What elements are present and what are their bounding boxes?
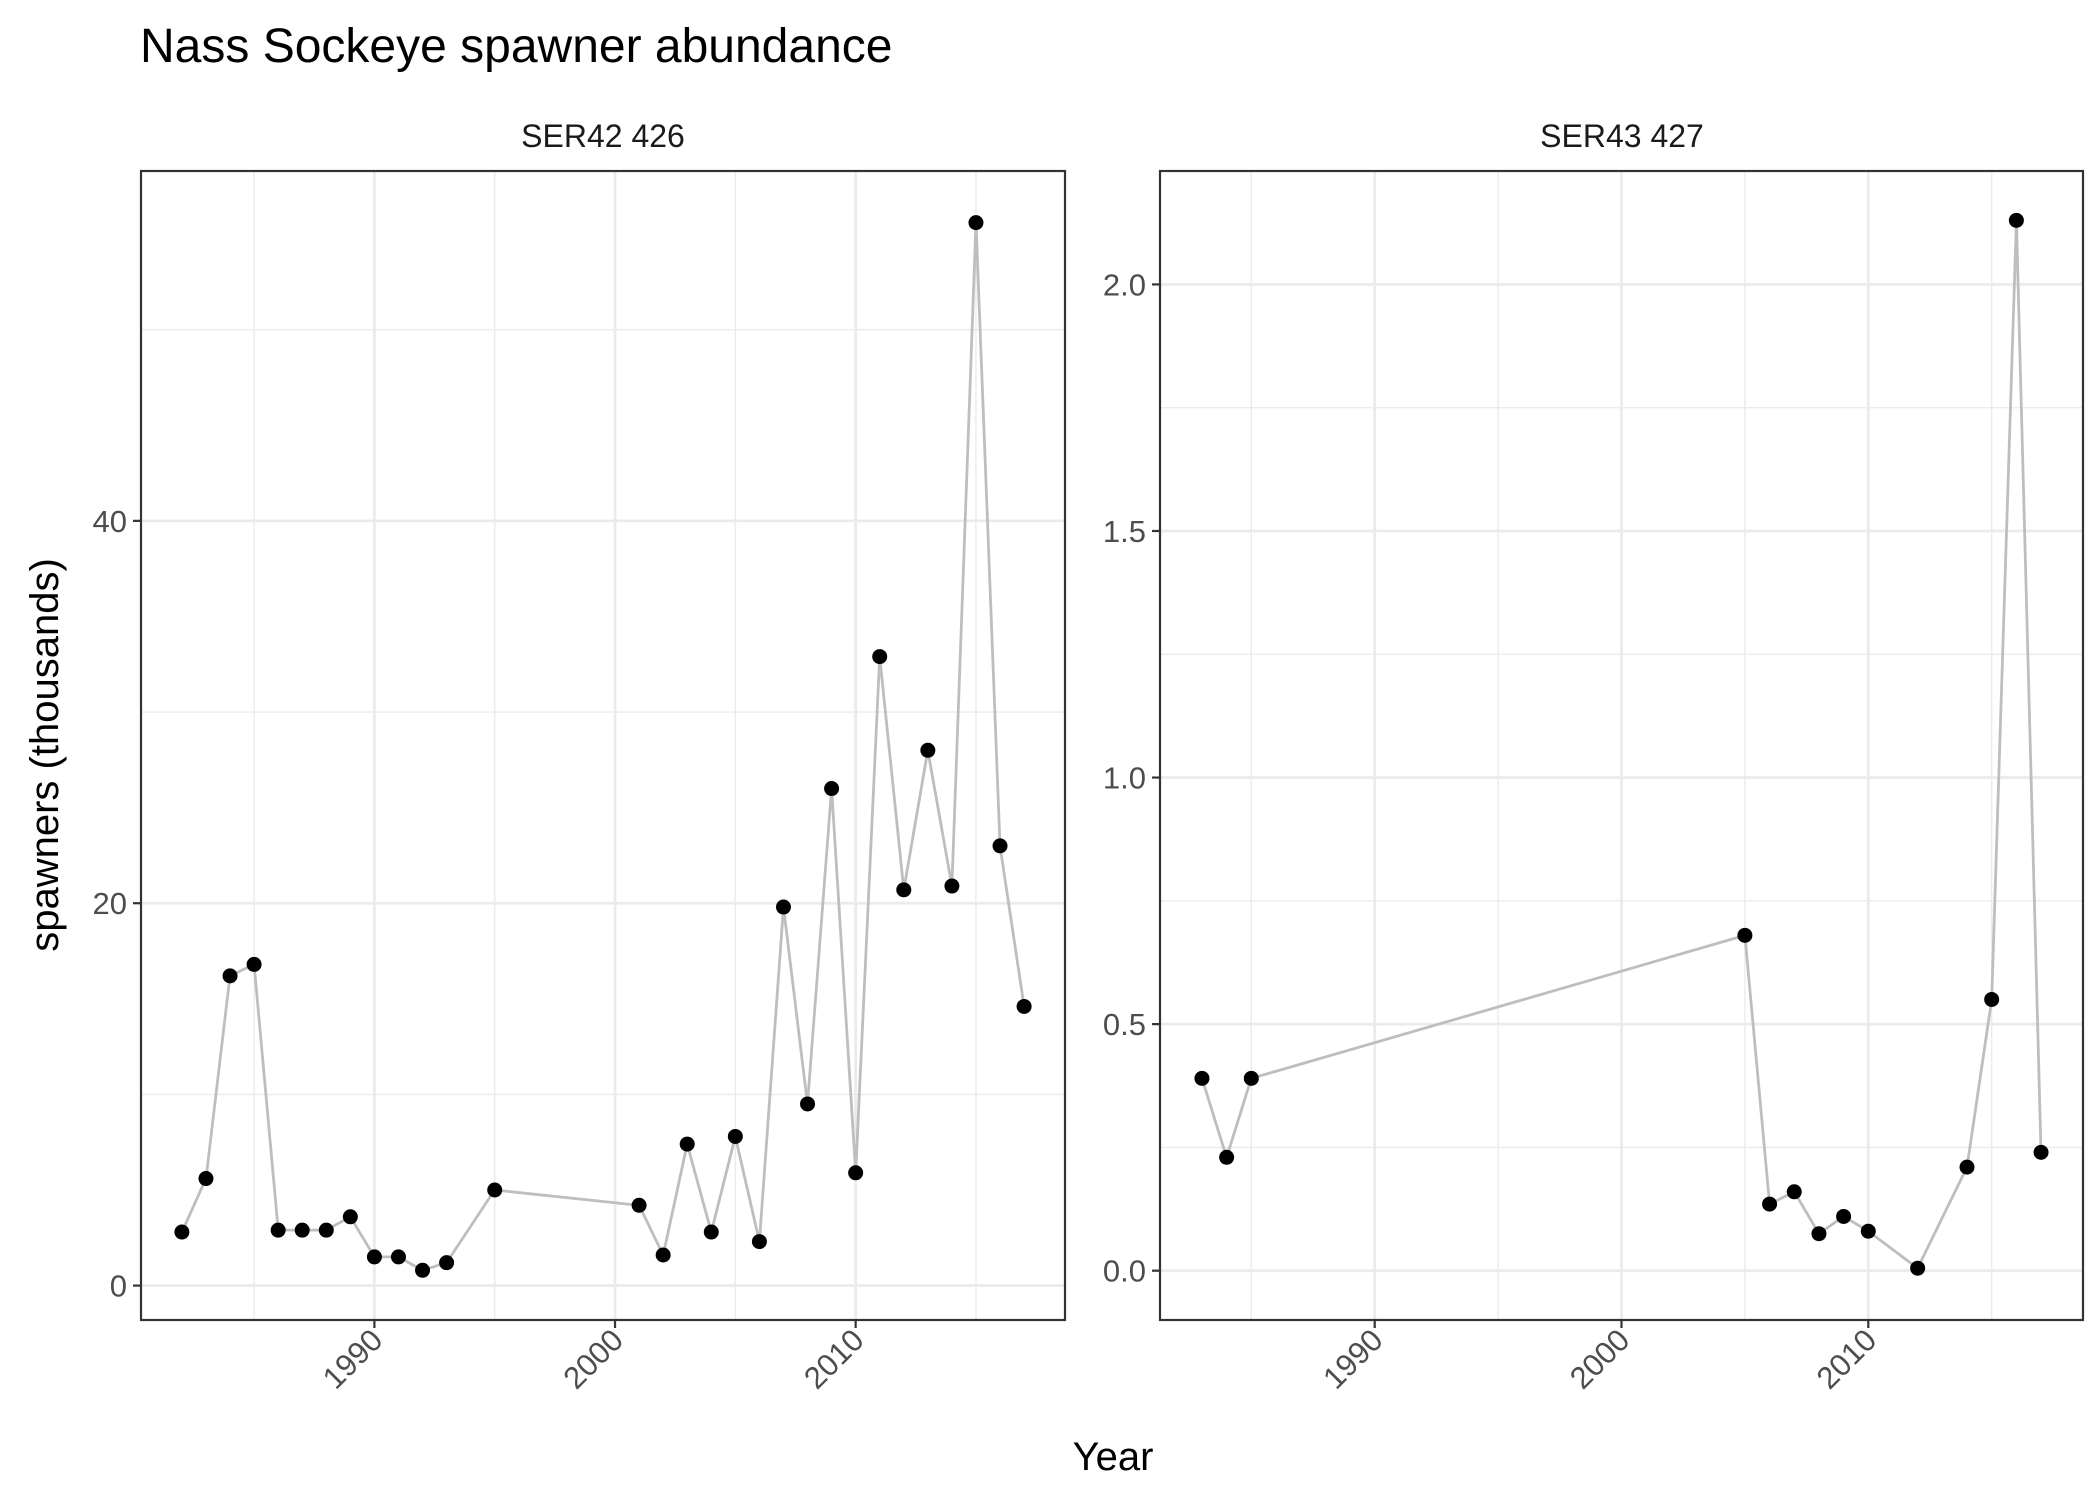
chart-title: Nass Sockeye spawner abundance — [140, 20, 892, 73]
data-point — [1762, 1196, 1778, 1212]
y-tick-label: 0 — [110, 1269, 127, 1304]
data-point — [1959, 1159, 1975, 1175]
data-point — [896, 882, 912, 898]
data-point — [751, 1234, 767, 1250]
data-point — [487, 1182, 503, 1198]
x-tick-label: 1990 — [1316, 1322, 1390, 1396]
data-point — [294, 1222, 310, 1238]
y-tick-label: 20 — [93, 886, 127, 921]
data-point — [2033, 1144, 2049, 1160]
data-point — [1836, 1208, 1852, 1224]
data-point — [318, 1222, 334, 1238]
y-axis-title: spawners (thousands) — [23, 558, 67, 952]
data-point — [992, 838, 1008, 854]
data-point — [1811, 1226, 1827, 1242]
data-point — [1194, 1070, 1210, 1086]
data-point — [944, 878, 960, 894]
data-point — [1016, 998, 1032, 1014]
y-tick-label: 1.5 — [1103, 514, 1146, 549]
y-tick-label: 40 — [93, 504, 127, 539]
x-tick-label: 2000 — [1563, 1322, 1637, 1396]
data-point — [727, 1128, 743, 1144]
y-tick-label: 2.0 — [1103, 267, 1146, 302]
data-point — [1243, 1070, 1259, 1086]
facet-label: SER43 427 — [1540, 118, 1704, 154]
data-point — [920, 742, 936, 758]
panel-background — [141, 171, 1065, 1320]
data-point — [968, 215, 984, 231]
data-point — [1910, 1260, 1926, 1276]
data-point — [1860, 1223, 1876, 1239]
data-point — [2008, 212, 2024, 228]
data-point — [246, 956, 262, 972]
facet-label: SER42 426 — [521, 118, 685, 154]
data-point — [366, 1249, 382, 1265]
panel-border — [139, 169, 1067, 1322]
series-line — [1200, 218, 2043, 1270]
data-point — [679, 1136, 695, 1152]
data-point — [775, 899, 791, 915]
data-point — [174, 1224, 190, 1240]
x-tick-label: 2010 — [797, 1322, 871, 1396]
data-point — [848, 1165, 864, 1181]
data-point — [342, 1209, 358, 1225]
y-tick-label: 1.0 — [1103, 761, 1146, 796]
facet-panel-ser43: SER43 427 0.0 0.5 1.0 1.5 2.0 1990 2000 2010 — [1103, 118, 2085, 1396]
data-point — [222, 968, 238, 984]
data-point — [439, 1255, 455, 1271]
data-point — [198, 1171, 214, 1187]
y-tick-label: 0.0 — [1103, 1254, 1146, 1289]
data-point — [270, 1222, 286, 1238]
data-point — [415, 1262, 431, 1278]
data-point — [1737, 927, 1753, 943]
data-point — [1219, 1149, 1235, 1165]
data-point — [631, 1197, 647, 1213]
data-point — [1786, 1184, 1802, 1200]
x-tick-label: 2010 — [1810, 1322, 1884, 1396]
data-point — [872, 649, 888, 665]
facet-panel-ser42: SER42 426 0 20 40 1990 2000 2010 — [93, 118, 1067, 1396]
x-tick-label: 2000 — [556, 1322, 630, 1396]
x-tick-label: 1990 — [316, 1322, 390, 1396]
data-point — [655, 1247, 671, 1263]
data-point — [800, 1096, 816, 1112]
data-point — [824, 781, 840, 797]
y-tick-label: 0.5 — [1103, 1007, 1146, 1042]
data-point — [390, 1249, 406, 1265]
data-point — [703, 1224, 719, 1240]
x-axis-title: Year — [1073, 1435, 1154, 1479]
data-point — [1984, 991, 2000, 1007]
